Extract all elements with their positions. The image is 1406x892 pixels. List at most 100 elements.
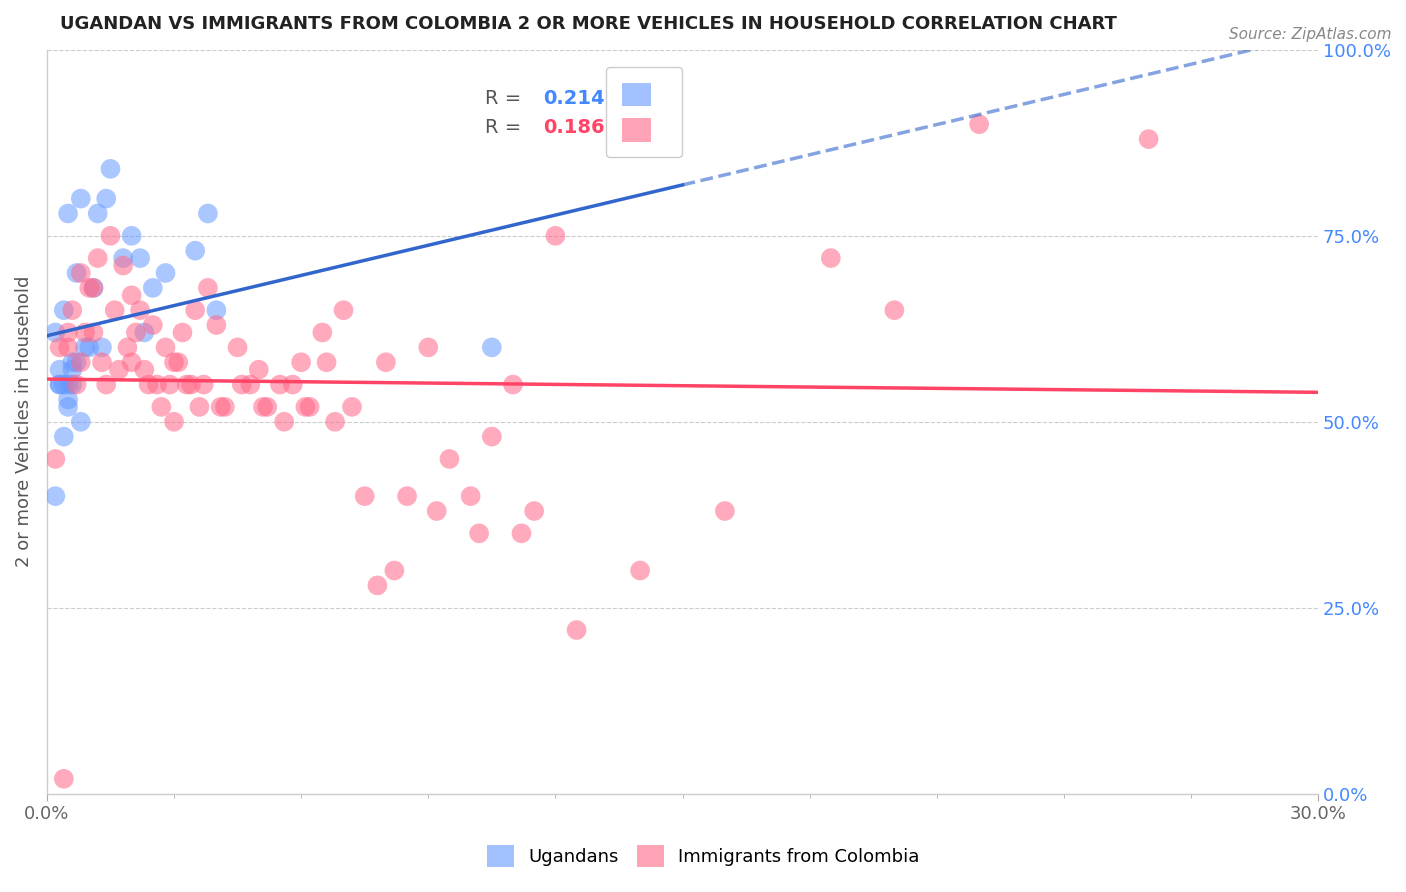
Point xyxy=(121,288,143,302)
Point xyxy=(418,340,440,354)
Point xyxy=(91,355,114,369)
Point xyxy=(155,266,177,280)
Point xyxy=(205,318,228,332)
Point xyxy=(290,355,312,369)
Point xyxy=(197,281,219,295)
Legend: , : , xyxy=(606,67,682,157)
Text: R =: R = xyxy=(485,88,529,108)
Point xyxy=(239,377,262,392)
Point xyxy=(96,377,118,392)
Point xyxy=(544,228,567,243)
Point xyxy=(523,504,546,518)
Point xyxy=(396,489,419,503)
Point xyxy=(294,400,316,414)
Point xyxy=(52,429,75,443)
Point xyxy=(100,161,122,176)
Text: N =: N = xyxy=(606,88,650,108)
Point xyxy=(56,326,79,340)
Point xyxy=(502,377,524,392)
Point xyxy=(167,355,190,369)
Point xyxy=(69,415,91,429)
Text: 0.186: 0.186 xyxy=(543,119,605,137)
Point xyxy=(77,340,100,354)
Point xyxy=(60,377,83,392)
Point xyxy=(332,303,354,318)
Point xyxy=(104,303,127,318)
Point xyxy=(52,772,75,786)
Point xyxy=(252,400,274,414)
Point xyxy=(100,228,122,243)
Point xyxy=(146,377,169,392)
Point xyxy=(83,281,105,295)
Point xyxy=(129,251,152,265)
Point xyxy=(205,303,228,318)
Point xyxy=(117,340,139,354)
Point xyxy=(172,326,194,340)
Point xyxy=(112,259,135,273)
Point xyxy=(56,377,79,392)
Point xyxy=(52,377,75,392)
Point xyxy=(184,244,207,258)
Point xyxy=(155,340,177,354)
Point xyxy=(56,392,79,407)
Point xyxy=(87,206,110,220)
Point xyxy=(311,326,333,340)
Point xyxy=(269,377,291,392)
Point xyxy=(628,564,651,578)
Point xyxy=(353,489,375,503)
Text: R =: R = xyxy=(485,119,529,137)
Point xyxy=(96,192,118,206)
Point xyxy=(83,281,105,295)
Point xyxy=(56,400,79,414)
Point xyxy=(129,303,152,318)
Point xyxy=(209,400,232,414)
Point xyxy=(48,340,70,354)
Point xyxy=(883,303,905,318)
Point xyxy=(247,362,270,376)
Point xyxy=(439,452,461,467)
Point xyxy=(91,340,114,354)
Point xyxy=(65,266,87,280)
Point xyxy=(273,415,295,429)
Text: N =: N = xyxy=(606,119,650,137)
Y-axis label: 2 or more Vehicles in Household: 2 or more Vehicles in Household xyxy=(15,276,32,567)
Point xyxy=(281,377,304,392)
Point xyxy=(83,326,105,340)
Point xyxy=(48,377,70,392)
Point xyxy=(73,326,96,340)
Text: 84: 84 xyxy=(644,119,672,137)
Point xyxy=(69,266,91,280)
Point xyxy=(56,206,79,220)
Point xyxy=(60,362,83,376)
Text: Source: ZipAtlas.com: Source: ZipAtlas.com xyxy=(1229,27,1392,42)
Point xyxy=(112,251,135,265)
Point xyxy=(65,377,87,392)
Point xyxy=(121,228,143,243)
Point xyxy=(340,400,363,414)
Point xyxy=(60,303,83,318)
Text: 36: 36 xyxy=(644,88,672,108)
Point xyxy=(231,377,253,392)
Point xyxy=(820,251,842,265)
Point xyxy=(426,504,449,518)
Point xyxy=(142,318,165,332)
Point xyxy=(44,452,66,467)
Point xyxy=(565,623,588,637)
Point xyxy=(56,340,79,354)
Point xyxy=(134,326,156,340)
Point xyxy=(366,578,388,592)
Point xyxy=(197,206,219,220)
Point xyxy=(48,377,70,392)
Point xyxy=(256,400,278,414)
Point xyxy=(69,355,91,369)
Point xyxy=(180,377,202,392)
Text: UGANDAN VS IMMIGRANTS FROM COLOMBIA 2 OR MORE VEHICLES IN HOUSEHOLD CORRELATION : UGANDAN VS IMMIGRANTS FROM COLOMBIA 2 OR… xyxy=(59,15,1116,33)
Point xyxy=(48,362,70,376)
Point xyxy=(73,340,96,354)
Point xyxy=(382,564,405,578)
Point xyxy=(193,377,215,392)
Point xyxy=(138,377,160,392)
Point xyxy=(150,400,173,414)
Point xyxy=(159,377,181,392)
Text: 0.214: 0.214 xyxy=(543,88,605,108)
